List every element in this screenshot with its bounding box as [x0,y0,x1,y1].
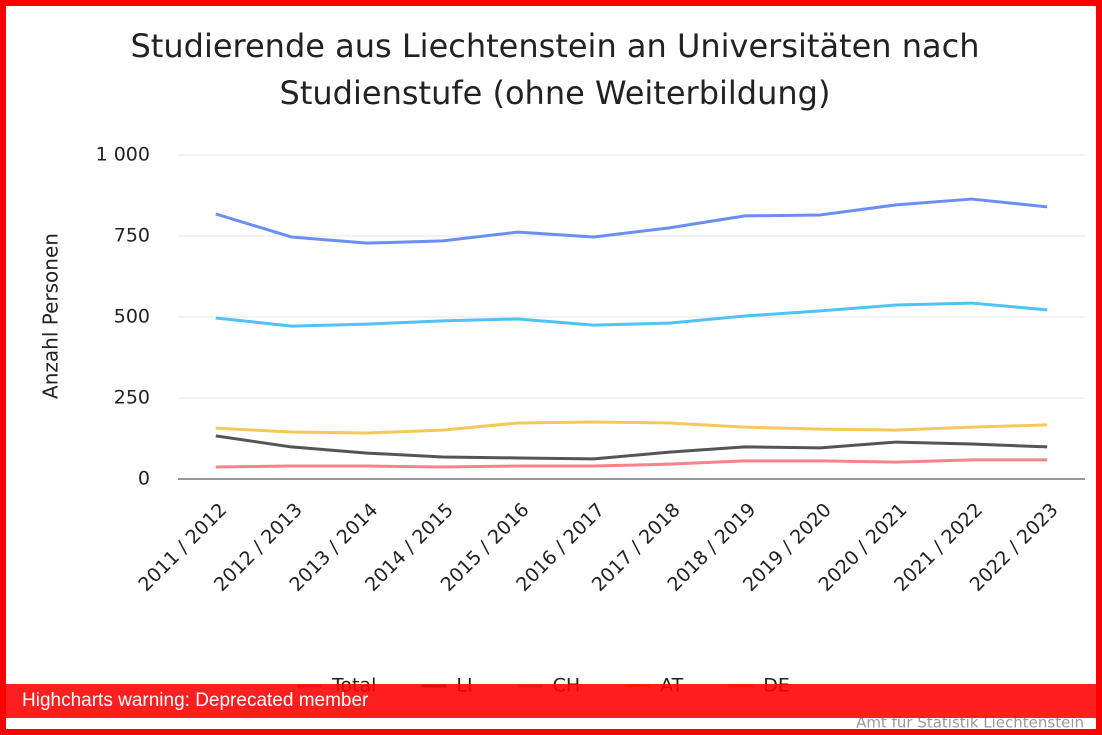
series-line [215,420,1048,435]
y-tick-label: 1 000 [96,144,150,166]
y-tick-label: 750 [114,225,150,247]
series-line [215,434,1048,461]
series-line [215,197,1048,245]
y-tick-label: 0 [138,468,150,490]
chart-subtitle: Studienstufe (ohne Weiterbildung) [280,74,831,112]
y-axis-label: Anzahl Personen [39,233,63,399]
warning-bar: Highcharts warning: Deprecated member [6,684,1096,718]
series-line [215,458,1048,469]
series-line [215,301,1048,328]
credit: Amt für Statistik Liechtenstein [856,714,1084,732]
y-tick-label: 250 [114,387,150,409]
y-tick-label: 500 [114,306,150,328]
chart-title: Studierende aus Liechtenstein an Univers… [130,27,979,65]
